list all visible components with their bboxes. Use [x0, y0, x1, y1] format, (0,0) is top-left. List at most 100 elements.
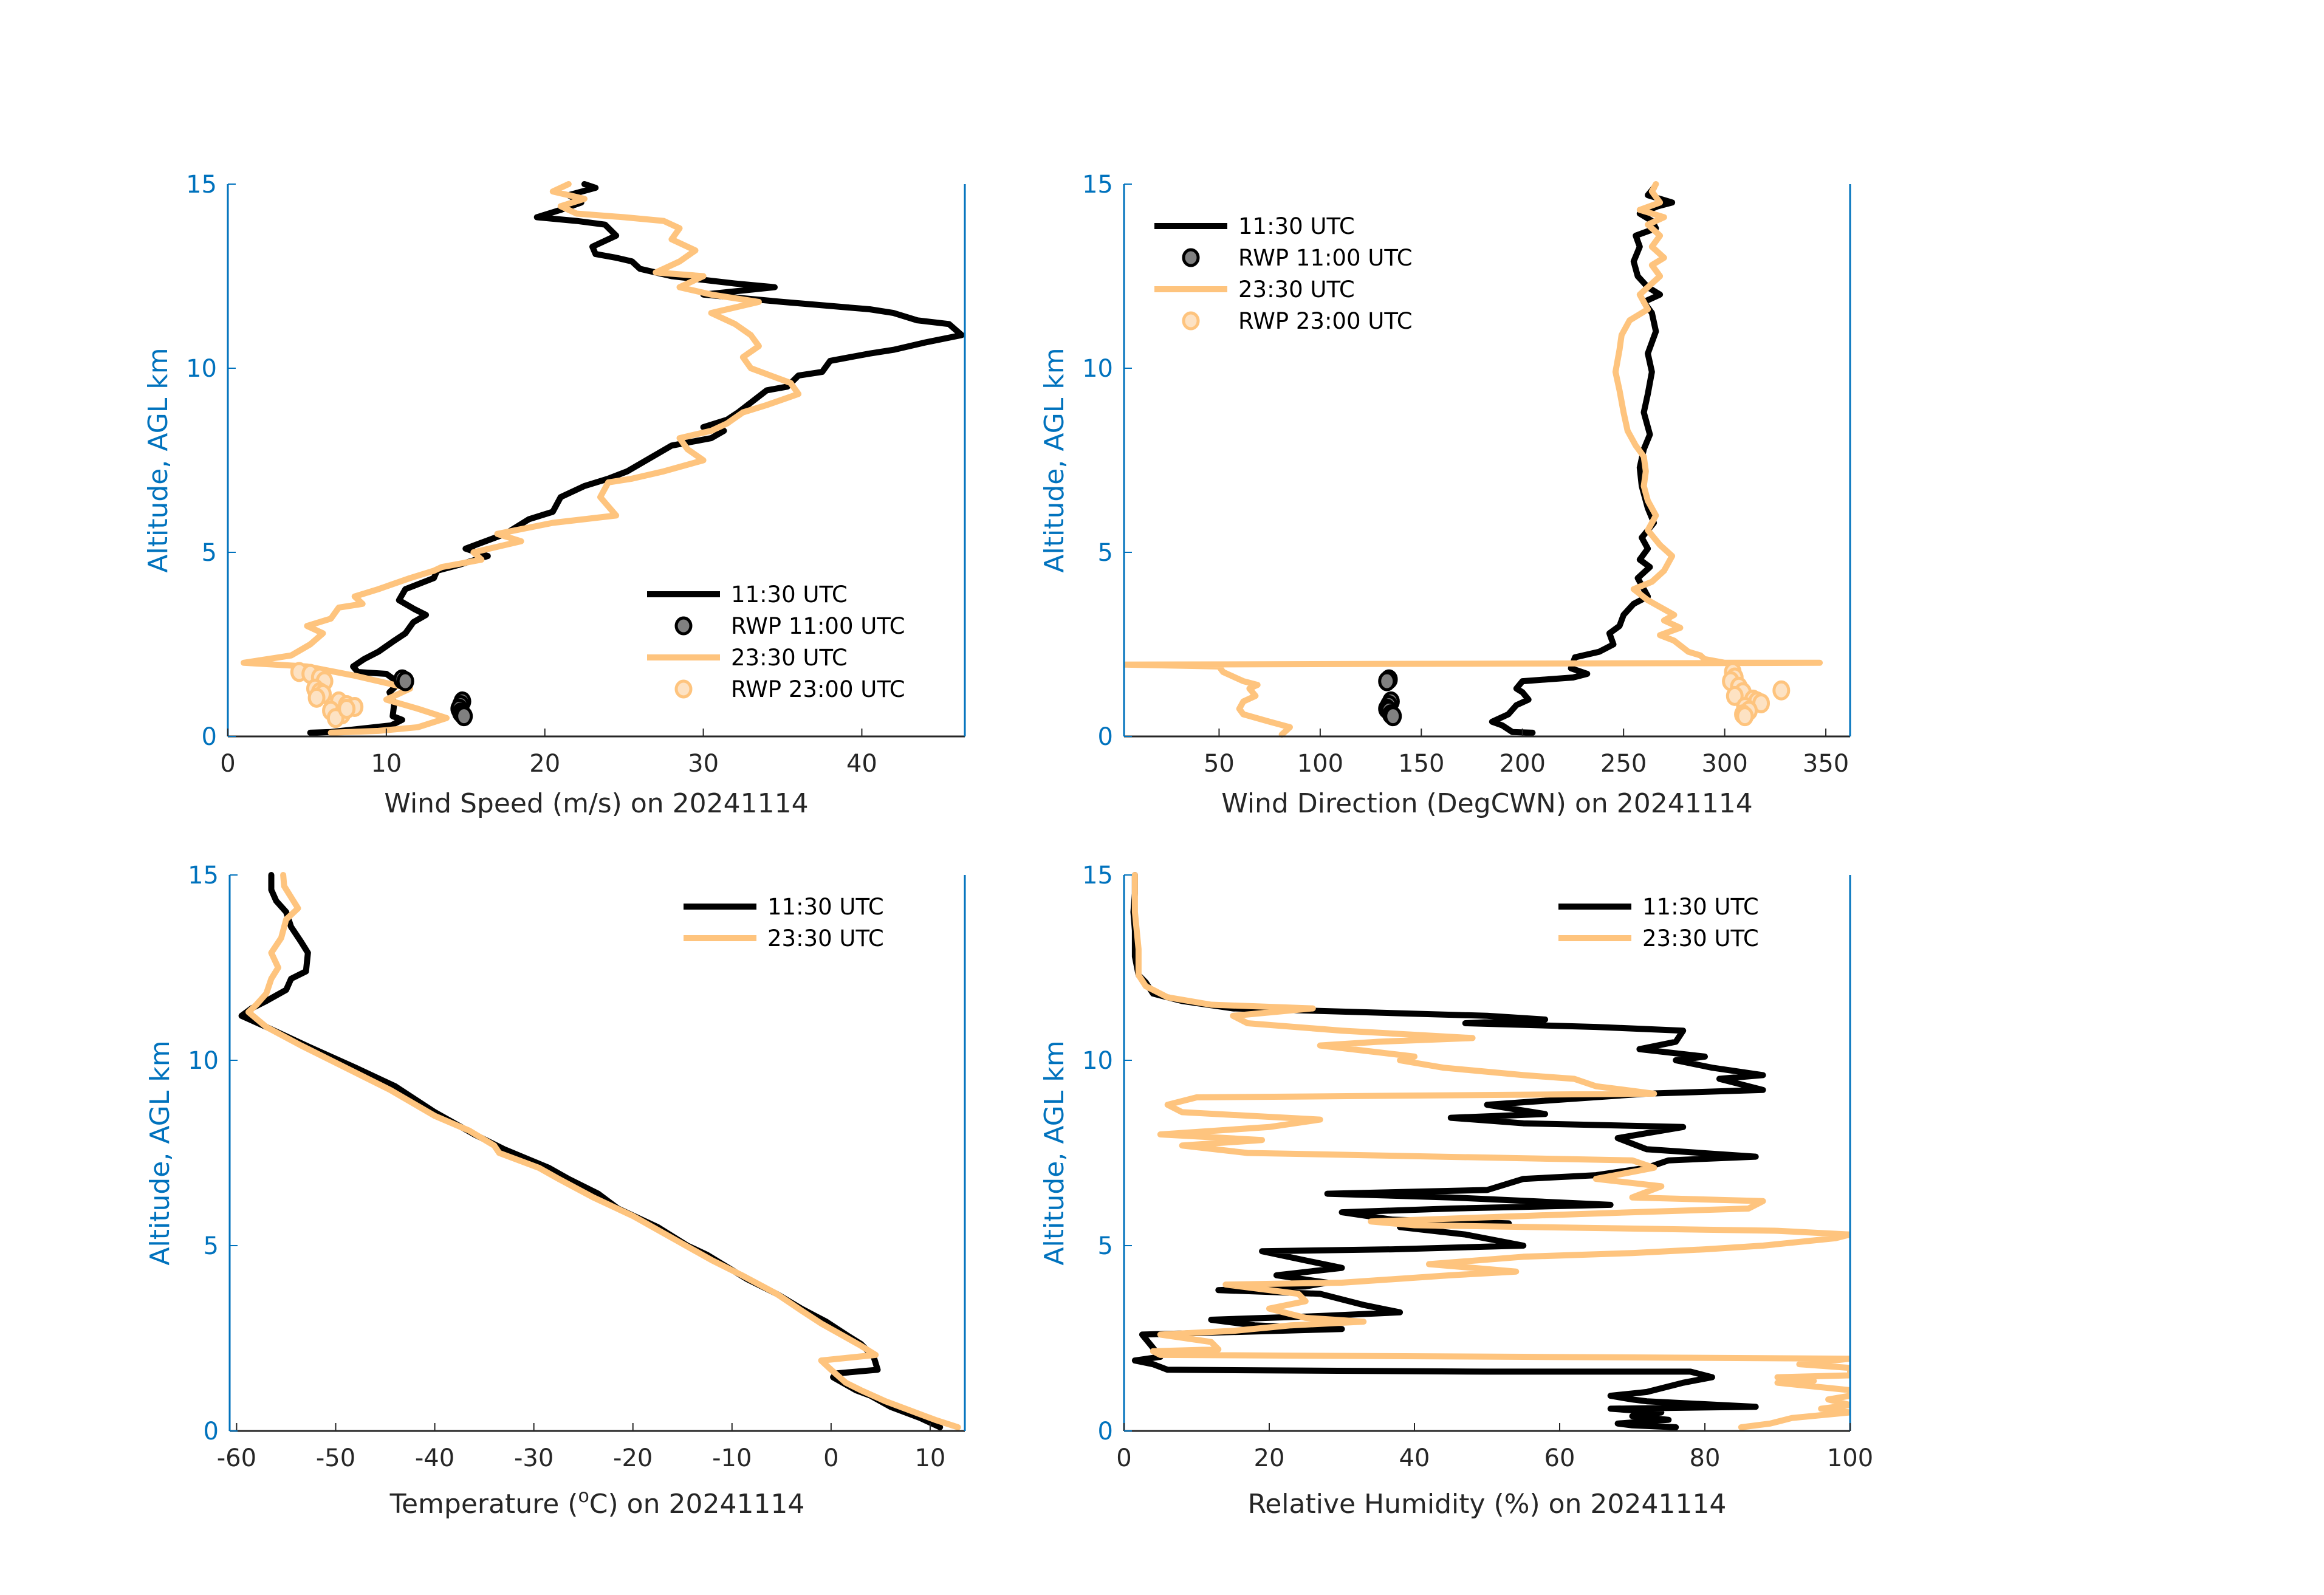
- series-line-2330: [1124, 181, 1823, 738]
- x-tick-label: 20: [529, 750, 560, 778]
- panel-wind-speed: 0 10 20 30 40 0 5 10 15 Wind Speed (m/s) on 20241…: [143, 171, 966, 819]
- y-tick-label: 0: [204, 1418, 219, 1446]
- x-tick-label: 150: [1398, 750, 1444, 778]
- series-line-1130: [238, 872, 944, 1430]
- legend-label: RWP 11:00 UTC: [1238, 245, 1413, 271]
- rwp-point-2300: [1736, 706, 1754, 727]
- legend-item: 11:30 UTC: [647, 581, 848, 608]
- y-tick-label: 10: [186, 355, 217, 383]
- x-tick-label: 0: [220, 750, 235, 778]
- legend: 11:30 UTC RWP 11:00 UTC 23:30 UTC RWP 23:00…: [647, 581, 905, 702]
- x-tick-label: 60: [1544, 1444, 1575, 1472]
- series-line-2330: [245, 872, 961, 1430]
- x-tick-label: 300: [1701, 750, 1747, 778]
- legend-item: 23:30 UTC: [647, 645, 848, 671]
- x-tick-label: 40: [846, 750, 877, 778]
- x-tick-label: -50: [316, 1444, 355, 1472]
- y-tick-label: 10: [1082, 1047, 1113, 1075]
- legend-item: 23:30 UTC: [684, 925, 884, 952]
- y-axis-label: Altitude, AGL km: [143, 348, 174, 572]
- x-tick-label: 10: [914, 1444, 945, 1472]
- legend-item: RWP 11:00 UTC: [1182, 245, 1413, 271]
- x-tick-label: 30: [688, 750, 719, 778]
- legend-item: RWP 23:00 UTC: [1182, 308, 1413, 334]
- legend-item: 23:30 UTC: [1558, 925, 1759, 952]
- rwp-point-1100: [1384, 706, 1402, 727]
- series-line-1130: [307, 181, 965, 736]
- y-tick-label: 5: [1098, 1232, 1113, 1260]
- legend: 11:30 UTC 23:30 UTC: [684, 894, 884, 952]
- x-tick-label: 350: [1803, 750, 1849, 778]
- x-tick-label: 0: [823, 1444, 838, 1472]
- rwp-point-2300: [338, 699, 356, 719]
- y-tick-label: 10: [1082, 355, 1113, 383]
- x-tick-label: -20: [613, 1444, 653, 1472]
- y-tick-label: 15: [188, 862, 219, 890]
- x-tick-label: 80: [1690, 1444, 1721, 1472]
- panel-relative-humidity: 0 20 40 60 80 100 0 5 10 15 Relative Humidity (%) …: [1039, 862, 1873, 1520]
- x-tick-label: 0: [1116, 1444, 1131, 1472]
- panel-temperature: -60 -50 -40 -30 -20 -10 0 10 0 5 10 15 Temperature (…: [145, 862, 966, 1520]
- x-axis-label: Temperature (oC) on 20241114: [389, 1486, 805, 1520]
- legend-label: 11:30 UTC: [1642, 894, 1759, 920]
- legend-label: 23:30 UTC: [1642, 925, 1759, 952]
- series-line-1130: [1489, 185, 1676, 736]
- x-tick-label: 100: [1827, 1444, 1873, 1472]
- x-tick-label: -40: [415, 1444, 454, 1472]
- y-tick-label: 0: [202, 723, 217, 751]
- rwp-point-1100: [455, 706, 473, 727]
- rwp-point-2300: [307, 687, 326, 708]
- series-line-2330: [241, 181, 802, 736]
- y-tick-label: 5: [202, 539, 217, 567]
- panel-wind-direction: 50 100 150 200 250 300 350 0 5 10 15 Wind Direction…: [1039, 171, 1851, 819]
- y-axis-label: Altitude, AGL km: [145, 1040, 176, 1265]
- x-tick-label: 40: [1399, 1444, 1430, 1472]
- y-tick-label: 10: [188, 1047, 219, 1075]
- legend-label: 23:30 UTC: [1238, 276, 1355, 303]
- rwp-point-1100: [396, 671, 414, 691]
- legend-marker: [1182, 248, 1200, 267]
- legend-label: 23:30 UTC: [731, 645, 848, 671]
- legend: 11:30 UTC 23:30 UTC: [1558, 894, 1759, 952]
- legend-label: RWP 23:00 UTC: [1238, 308, 1413, 334]
- legend-marker: [674, 679, 693, 699]
- plot-area: [238, 872, 961, 1430]
- x-tick-label: 100: [1297, 750, 1343, 778]
- legend-item: 11:30 UTC: [1558, 894, 1759, 920]
- legend-item: 11:30 UTC: [1154, 213, 1355, 239]
- x-tick-label: 20: [1254, 1444, 1285, 1472]
- x-tick-label: -10: [712, 1444, 752, 1472]
- y-tick-label: 15: [1082, 171, 1113, 199]
- x-tick-label: 250: [1600, 750, 1647, 778]
- legend-item: RWP 11:00 UTC: [674, 613, 905, 639]
- legend-item: 23:30 UTC: [1154, 276, 1355, 303]
- rwp-point-2300: [1772, 680, 1791, 701]
- series-line-2330: [1131, 872, 1850, 1430]
- y-tick-label: 0: [1098, 723, 1113, 751]
- legend-label: RWP 11:00 UTC: [731, 613, 905, 639]
- legend-label: 11:30 UTC: [767, 894, 884, 920]
- y-tick-label: 15: [1082, 862, 1113, 890]
- legend-label: 11:30 UTC: [1238, 213, 1355, 239]
- plot-area: [1130, 872, 1850, 1430]
- x-tick-label: -30: [514, 1444, 554, 1472]
- x-axis-label: Relative Humidity (%) on 20241114: [1248, 1489, 1727, 1520]
- x-axis-label: Wind Direction (DegCWN) on 20241114: [1221, 788, 1752, 819]
- x-tick-label: -60: [217, 1444, 256, 1472]
- y-tick-label: 5: [204, 1232, 219, 1260]
- y-tick-label: 15: [186, 171, 217, 199]
- plot-area: [1124, 181, 1823, 738]
- legend-label: RWP 23:00 UTC: [731, 676, 905, 702]
- legend-item: 11:30 UTC: [684, 894, 884, 920]
- legend-item: RWP 23:00 UTC: [674, 676, 905, 702]
- x-tick-label: 50: [1204, 750, 1235, 778]
- legend-label: 23:30 UTC: [767, 925, 884, 952]
- rwp-point-1100: [1378, 671, 1396, 691]
- y-tick-label: 0: [1098, 1418, 1113, 1446]
- y-axis-label: Altitude, AGL km: [1039, 348, 1070, 572]
- legend: 11:30 UTC RWP 11:00 UTC 23:30 UTC RWP 23:00…: [1154, 213, 1413, 334]
- series-line-1130: [1130, 872, 1766, 1430]
- legend-marker: [674, 616, 693, 636]
- y-tick-label: 5: [1098, 539, 1113, 567]
